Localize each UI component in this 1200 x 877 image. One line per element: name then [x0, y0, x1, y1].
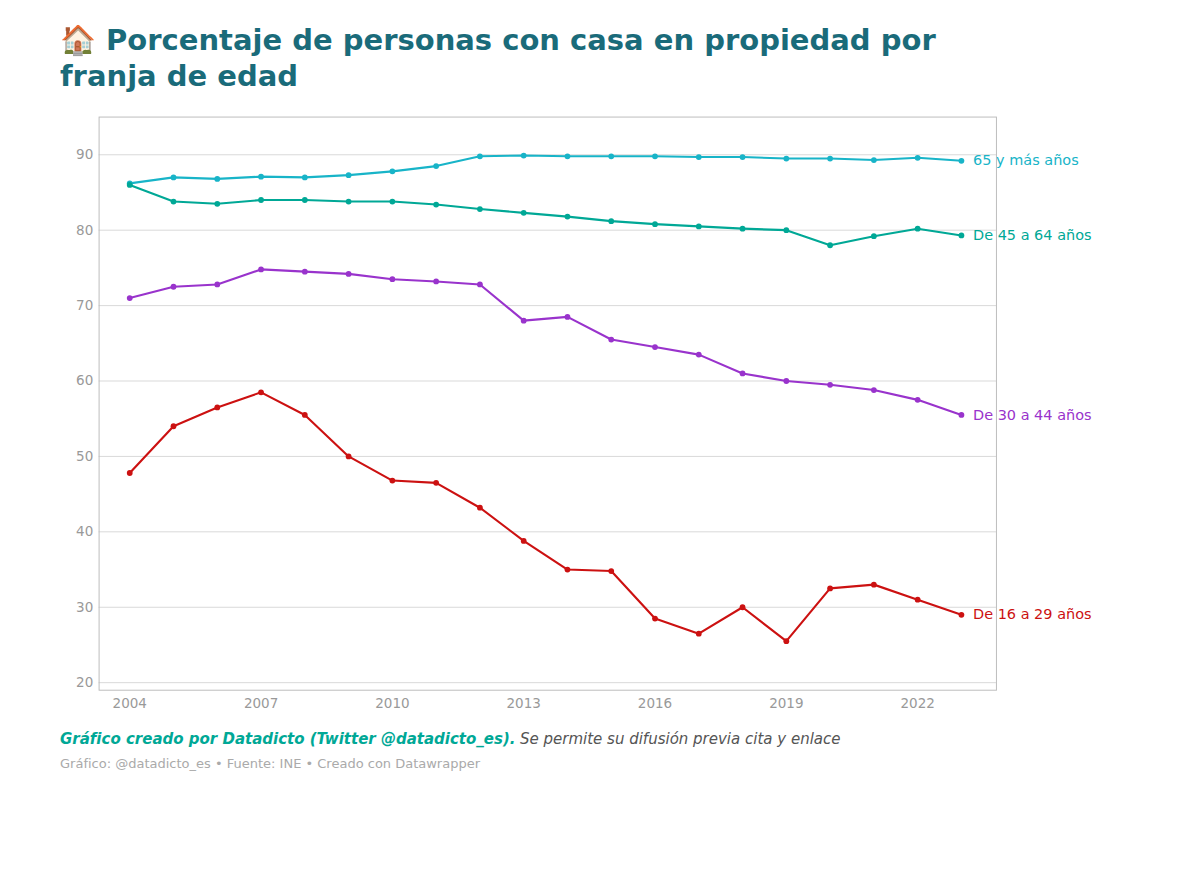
svg-text:De 16 a 29 años: De 16 a 29 años [973, 606, 1092, 622]
svg-text:2016: 2016 [638, 694, 672, 710]
svg-text:20: 20 [76, 673, 93, 689]
svg-text:50: 50 [76, 447, 93, 463]
svg-text:30: 30 [76, 598, 93, 614]
svg-text:2022: 2022 [900, 694, 934, 710]
svg-text:40: 40 [76, 523, 93, 539]
svg-text:2013: 2013 [507, 694, 541, 710]
svg-text:90: 90 [76, 146, 93, 162]
html-text:🏠 Porcentaje de personas con c: 🏠 Porcentaje de personas con casa en pro… [60, 23, 936, 94]
svg-text:2019: 2019 [769, 694, 803, 710]
html-text:Gráfico creado por Datadicto (: Gráfico creado por Datadicto (Twitter @d… [60, 730, 841, 748]
html-text:Gráfico: @datadicto_es • Fuent: Gráfico: @datadicto_es • Fuente: INE • C… [60, 756, 480, 771]
svg-text:2007: 2007 [244, 694, 278, 710]
svg-text:60: 60 [76, 372, 93, 388]
svg-text:De 30 a 44 años: De 30 a 44 años [973, 406, 1092, 422]
svg-text:65 y más años: 65 y más años [973, 152, 1079, 168]
svg-text:80: 80 [76, 221, 93, 237]
svg-text:70: 70 [76, 296, 93, 312]
svg-text:De 45 a 64 años: De 45 a 64 años [973, 227, 1092, 243]
svg-text:2004: 2004 [113, 694, 147, 710]
svg-text:2010: 2010 [375, 694, 409, 710]
